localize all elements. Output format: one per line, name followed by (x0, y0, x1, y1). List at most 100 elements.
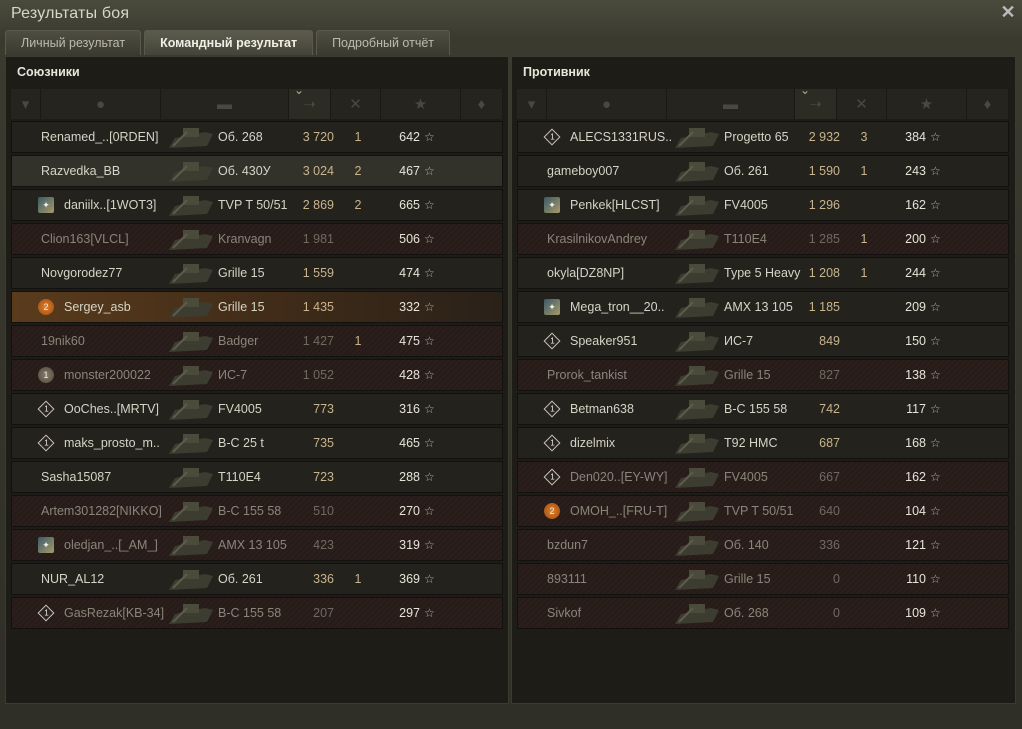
player-name[interactable]: Mega_tron__20.. (570, 300, 665, 314)
player-row[interactable]: KrasilnikovAndrey T110E4 1 285 1 200 ☆ (517, 223, 1009, 255)
star-icon: ☆ (424, 538, 435, 552)
tank-name: ИС-7 (218, 368, 248, 382)
tank-icon[interactable]: ▬ (161, 89, 289, 119)
player-row[interactable]: 1 Speaker951 ИС-7 849 150 ☆ (517, 325, 1009, 357)
xp-star-icon[interactable]: ★ (381, 89, 461, 119)
player-row[interactable]: Sivkof Об. 268 0 109 ☆ (517, 597, 1009, 629)
tab-detailed-report[interactable]: Подробный отчёт (316, 30, 451, 55)
mastery-class-icon: 1 (37, 434, 55, 452)
platoon-icon[interactable]: ▾ (517, 89, 547, 119)
player-row[interactable]: Clion163[VLCL] Kranvagn 1 981 506 ☆ (11, 223, 503, 255)
tank-icon (673, 192, 723, 218)
player-name[interactable]: Sergey_asb (64, 300, 131, 314)
player-row[interactable]: ✦ Mega_tron__20.. AMX 13 105 1 185 209 ☆ (517, 291, 1009, 323)
player-name[interactable]: NUR_AL12 (41, 572, 105, 586)
kills-value: 2 (354, 198, 362, 212)
kills-value: 1 (354, 572, 362, 586)
player-name[interactable]: 893111 (547, 572, 587, 586)
player-name[interactable]: Penkek[HLCST] (570, 198, 660, 212)
player-row[interactable]: ✦ Penkek[HLCST] FV4005 1 296 162 ☆ (517, 189, 1009, 221)
player-row[interactable]: 1 maks_prosto_m.. B-C 25 t 735 465 ☆ (11, 427, 503, 459)
player-name[interactable]: Betman638 (570, 402, 634, 416)
player-row[interactable]: Artem301282[NIKKO] B-C 155 58 510 270 ☆ (11, 495, 503, 527)
player-name[interactable]: ALECS1331RUS.. (570, 130, 673, 144)
close-icon[interactable]: ✕ (1000, 2, 1016, 22)
player-name[interactable]: OoChes..[MRTV] (64, 402, 159, 416)
tank-name: Grille 15 (724, 572, 771, 586)
player-name[interactable]: GasRezak[KB-34] (64, 606, 165, 620)
tank-name: Kranvagn (218, 232, 272, 246)
medal-icon[interactable]: ♦ (461, 89, 503, 119)
player-row[interactable]: 1 monster200022 ИС-7 1 052 428 ☆ (11, 359, 503, 391)
player-row[interactable]: 1 Betman638 B-C 155 58 742 117 ☆ (517, 393, 1009, 425)
xp-value: 316 (399, 402, 420, 416)
player-row[interactable]: 1 GasRezak[KB-34] B-C 155 58 207 297 ☆ (11, 597, 503, 629)
player-name[interactable]: Sivkof (547, 606, 582, 620)
player-icon[interactable]: ● (547, 89, 667, 119)
platoon-icon[interactable]: ▾ (11, 89, 41, 119)
star-icon: ☆ (930, 232, 941, 246)
kills-value (858, 326, 870, 356)
player-row[interactable]: Razvedka_BB Об. 430У 3 024 2 467 ☆ (11, 155, 503, 187)
xp-value: 665 (399, 198, 420, 212)
star-icon: ☆ (930, 198, 941, 212)
damage-icon[interactable]: ➝ (289, 83, 331, 119)
player-name[interactable]: Razvedka_BB (41, 164, 121, 178)
player-row[interactable]: ✦ daniilx..[1WOT3] TVP T 50/51 2 869 2 665 ☆ (11, 189, 503, 221)
tab-personal-result[interactable]: Личный результат (5, 30, 142, 55)
player-row[interactable]: 1 Den020..[EY-WY] FV4005 667 162 ☆ (517, 461, 1009, 493)
player-name[interactable]: maks_prosto_m.. (64, 436, 160, 450)
player-name[interactable]: dizelmix (570, 436, 616, 450)
player-name[interactable]: Artem301282[NIKKO] (41, 504, 162, 518)
player-row[interactable]: Sasha15087 T110E4 723 288 ☆ (11, 461, 503, 493)
player-name[interactable]: gameboy007 (547, 164, 620, 178)
player-name[interactable]: Novgorodez77 (41, 266, 123, 280)
medal-icon: 2 (544, 503, 560, 519)
kills-icon[interactable]: ✕ (331, 89, 381, 119)
player-name[interactable]: OMOH_..[FRU-T] (570, 504, 668, 518)
tank-name: T92 HMC (724, 436, 778, 450)
tank-icon[interactable]: ▬ (667, 89, 795, 119)
xp-star-icon[interactable]: ★ (887, 89, 967, 119)
column-header: ▾●▬➝✕★♦ (517, 83, 1009, 119)
player-row[interactable]: NUR_AL12 Об. 261 336 1 369 ☆ (11, 563, 503, 595)
medal-icon[interactable]: ♦ (967, 89, 1009, 119)
player-row[interactable]: 2 OMOH_..[FRU-T] TVP T 50/51 640 104 ☆ (517, 495, 1009, 527)
player-name[interactable]: oledjan_..[_AM_] (64, 538, 158, 552)
player-name[interactable]: okyla[DZ8NP] (547, 266, 625, 280)
tank-icon (673, 566, 723, 592)
tank-name: B-C 155 58 (218, 606, 282, 620)
player-row[interactable]: 1 dizelmix T92 HMC 687 168 ☆ (517, 427, 1009, 459)
player-icon[interactable]: ● (41, 89, 161, 119)
tank-name: FV4005 (218, 402, 262, 416)
damage-icon[interactable]: ➝ (795, 83, 837, 119)
damage-value: 0 (833, 572, 840, 586)
player-name[interactable]: monster200022 (64, 368, 151, 382)
kills-icon[interactable]: ✕ (837, 89, 887, 119)
player-name[interactable]: Den020..[EY-WY] (570, 470, 668, 484)
player-row[interactable]: gameboy007 Об. 261 1 590 1 243 ☆ (517, 155, 1009, 187)
player-row[interactable]: Prorok_tankist Grille 15 827 138 ☆ (517, 359, 1009, 391)
player-name[interactable]: Prorok_tankist (547, 368, 627, 382)
player-name[interactable]: 19nik60 (41, 334, 85, 348)
player-row[interactable]: Renamed_..[0RDEN] Об. 268 3 720 1 642 ☆ (11, 121, 503, 153)
player-row[interactable]: Novgorodez77 Grille 15 1 559 474 ☆ (11, 257, 503, 289)
player-name[interactable]: Renamed_..[0RDEN] (41, 130, 159, 144)
player-row[interactable]: 19nik60 Badger 1 427 1 475 ☆ (11, 325, 503, 357)
player-name[interactable]: daniilx..[1WOT3] (64, 198, 157, 212)
player-row[interactable]: 1 OoChes..[MRTV] FV4005 773 316 ☆ (11, 393, 503, 425)
player-row[interactable]: bzdun7 Об. 140 336 121 ☆ (517, 529, 1009, 561)
player-name[interactable]: Clion163[VLCL] (41, 232, 129, 246)
player-row[interactable]: 2 Sergey_asb Grille 15 1 435 332 ☆ (11, 291, 503, 323)
player-name[interactable]: KrasilnikovAndrey (547, 232, 648, 246)
player-row[interactable]: 1 ALECS1331RUS.. Progetto 65 2 932 3 384 ☆ (517, 121, 1009, 153)
player-row[interactable]: ✦ oledjan_..[_AM_] AMX 13 105 423 319 ☆ (11, 529, 503, 561)
player-row[interactable]: okyla[DZ8NP] Type 5 Heavy 1 208 1 244 ☆ (517, 257, 1009, 289)
mastery-class-icon: 1 (37, 400, 55, 418)
player-name[interactable]: Sasha15087 (41, 470, 112, 484)
tab-team-result[interactable]: Командный результат (144, 30, 314, 55)
player-row[interactable]: 893111 Grille 15 0 110 ☆ (517, 563, 1009, 595)
player-name[interactable]: bzdun7 (547, 538, 589, 552)
kills-value (352, 496, 364, 526)
player-name[interactable]: Speaker951 (570, 334, 638, 348)
